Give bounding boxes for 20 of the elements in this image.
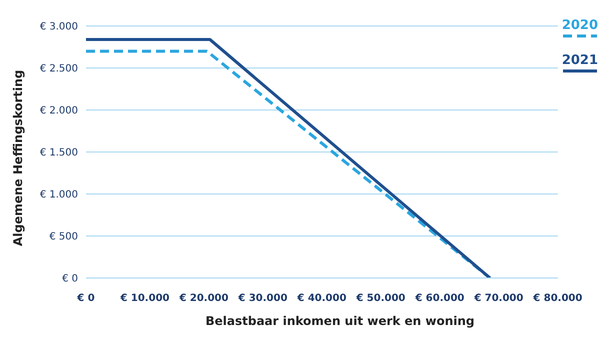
y-tick-label: € 3.000 <box>40 22 78 33</box>
x-axis-title: Belastbaar inkomen uit werk en woning <box>204 314 476 328</box>
x-tick-label: € 10.000 <box>119 293 170 304</box>
y-axis-title: Algemene Heffingskorting <box>11 70 25 246</box>
y-tick-label: € 0 <box>62 274 78 285</box>
x-tick-label: € 50.000 <box>355 293 406 304</box>
x-tick-label: € 0 <box>76 293 95 304</box>
x-tick-label: € 60.000 <box>414 293 464 304</box>
text: 2021 <box>562 53 598 68</box>
y-tick-label: € 2.500 <box>40 64 78 75</box>
y-tick-label: € 1.000 <box>40 190 78 201</box>
x-tick-label: € 40.000 <box>296 293 346 304</box>
y-tick-label: € 500 <box>49 232 78 243</box>
x-tick-label: € 30.000 <box>237 293 288 304</box>
y-tick-label: € 1.500 <box>40 148 78 159</box>
y-tick-label: € 2.000 <box>40 106 78 117</box>
x-tick-label: € 70.000 <box>473 293 524 304</box>
text: 2020 <box>562 18 598 33</box>
x-tick-label: € 20.000 <box>178 293 229 304</box>
x-tick-label: € 80.000 <box>532 293 582 304</box>
